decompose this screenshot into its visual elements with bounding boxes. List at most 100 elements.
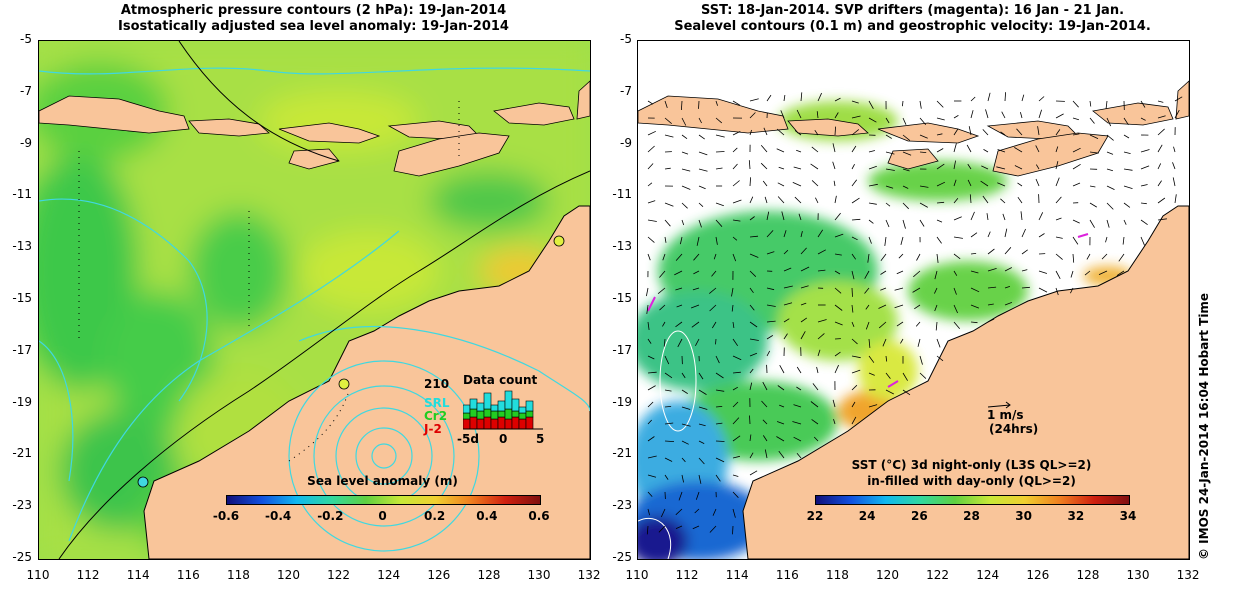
velocity-arrow bbox=[646, 304, 649, 314]
velocity-arrow bbox=[894, 304, 904, 309]
velocity-arrow bbox=[967, 163, 972, 170]
velocity-arrow bbox=[798, 213, 802, 221]
velocity-arrow bbox=[792, 421, 802, 425]
velocity-arrow bbox=[832, 399, 836, 408]
velocity-arrow bbox=[868, 236, 872, 244]
velocity-arrow bbox=[1101, 253, 1108, 260]
velocity-arrow bbox=[1157, 163, 1162, 170]
velocity-arrow bbox=[732, 455, 740, 459]
velocity-arrow bbox=[953, 216, 962, 221]
velocity-arrow bbox=[968, 126, 972, 136]
velocity-arrow bbox=[900, 338, 904, 344]
velocity-arrow bbox=[698, 100, 700, 109]
velocity-arrow bbox=[987, 303, 994, 306]
velocity-arrow bbox=[851, 355, 861, 359]
velocity-arrow bbox=[851, 100, 859, 104]
velocity-arrow bbox=[647, 163, 654, 170]
velocity-arrow bbox=[815, 197, 819, 204]
velocity-arrow bbox=[919, 202, 928, 208]
velocity-arrow bbox=[647, 419, 652, 425]
velocity-arrow bbox=[660, 508, 666, 518]
velocity-arrow bbox=[1004, 247, 1012, 255]
velocity-arrow bbox=[1089, 134, 1099, 139]
velocity-arrow bbox=[1123, 219, 1127, 225]
velocity-arrow bbox=[715, 100, 718, 106]
velocity-arrow bbox=[766, 211, 770, 221]
velocity-arrow bbox=[664, 474, 669, 480]
velocity-arrow bbox=[647, 200, 656, 204]
velocity-arrow bbox=[783, 333, 788, 340]
lat-tick-label: -23 bbox=[12, 498, 32, 513]
velocity-arrow bbox=[749, 415, 751, 425]
velocity-arrow bbox=[987, 92, 991, 102]
velocity-arrow bbox=[953, 197, 959, 204]
velocity-arrow bbox=[953, 160, 956, 170]
velocity-arrow bbox=[698, 423, 706, 427]
velocity-arrow bbox=[970, 211, 975, 221]
velocity-arrow bbox=[997, 182, 1006, 187]
velocity-arrow bbox=[715, 117, 723, 124]
colorbar-tick-label: -0.4 bbox=[265, 509, 292, 523]
velocity-arrow bbox=[1017, 196, 1023, 204]
velocity-arrow bbox=[1072, 147, 1081, 153]
velocity-arrow bbox=[647, 236, 655, 243]
velocity-arrow bbox=[647, 145, 655, 153]
lon-tick-label: 132 bbox=[1176, 568, 1200, 582]
velocity-arrow bbox=[1105, 100, 1108, 109]
velocity-arrow bbox=[1038, 109, 1042, 119]
lon-tick-label: 120 bbox=[876, 568, 899, 582]
velocity-arrow bbox=[695, 338, 700, 346]
velocity-arrow bbox=[1038, 96, 1045, 102]
velocity-arrow bbox=[1055, 253, 1063, 260]
velocity-arrow bbox=[1004, 267, 1012, 272]
lon-tick-label: 130 bbox=[1126, 568, 1150, 582]
lon-tick-label: 126 bbox=[427, 568, 451, 582]
velocity-arrow bbox=[715, 474, 721, 482]
velocity-arrow bbox=[732, 199, 742, 204]
velocity-arrow bbox=[783, 94, 786, 102]
lat-tick-label: -9 bbox=[620, 135, 632, 150]
lat-tick-label: -19 bbox=[12, 394, 32, 409]
velocity-arrow bbox=[919, 185, 929, 188]
lon-tick-label: 124 bbox=[976, 568, 1000, 582]
velocity-legend-duration: (24hrs) bbox=[989, 422, 1039, 436]
velocity-arrow bbox=[794, 130, 802, 136]
velocity-arrow bbox=[868, 202, 877, 205]
velocity-arrow bbox=[731, 287, 734, 297]
velocity-arrow bbox=[834, 270, 841, 275]
data-count-tick-mid: 0 bbox=[499, 432, 508, 446]
velocity-arrow bbox=[1072, 133, 1080, 136]
velocity-arrow bbox=[1106, 219, 1110, 228]
velocity-arrow bbox=[1072, 219, 1080, 224]
velocity-arrow bbox=[760, 162, 768, 170]
velocity-arrow bbox=[681, 406, 691, 410]
lat-tick-label: -17 bbox=[612, 342, 632, 357]
velocity-arrow bbox=[1089, 100, 1092, 107]
velocity-arrow bbox=[834, 233, 844, 238]
lon-tick-label: 118 bbox=[226, 568, 250, 582]
velocity-arrow bbox=[1000, 131, 1006, 136]
velocity-arrow bbox=[709, 525, 717, 533]
velocity-arrow bbox=[970, 287, 980, 293]
velocity-arrow bbox=[1014, 147, 1023, 153]
velocity-arrow bbox=[783, 267, 792, 272]
velocity-arrow bbox=[800, 331, 806, 340]
velocity-arrow bbox=[1020, 111, 1023, 119]
velocity-arrow bbox=[732, 474, 739, 477]
velocity-arrow bbox=[677, 338, 683, 348]
velocity-arrow bbox=[778, 450, 785, 459]
velocity-arrow bbox=[970, 96, 976, 102]
velocity-arrow bbox=[658, 525, 666, 533]
velocity-arrow bbox=[982, 129, 989, 136]
velocity-arrow bbox=[1172, 177, 1176, 187]
velocity-arrow bbox=[766, 230, 774, 238]
velocity-arrow bbox=[675, 525, 683, 529]
velocity-arrow bbox=[953, 143, 957, 153]
velocity-arrow bbox=[766, 287, 775, 291]
velocity-arrow bbox=[1106, 185, 1115, 190]
velocity-arrow bbox=[1106, 151, 1114, 155]
velocity-arrow bbox=[681, 134, 688, 140]
velocity-arrow bbox=[851, 270, 855, 280]
velocity-arrow bbox=[646, 525, 649, 535]
velocity-arrow bbox=[851, 304, 854, 313]
